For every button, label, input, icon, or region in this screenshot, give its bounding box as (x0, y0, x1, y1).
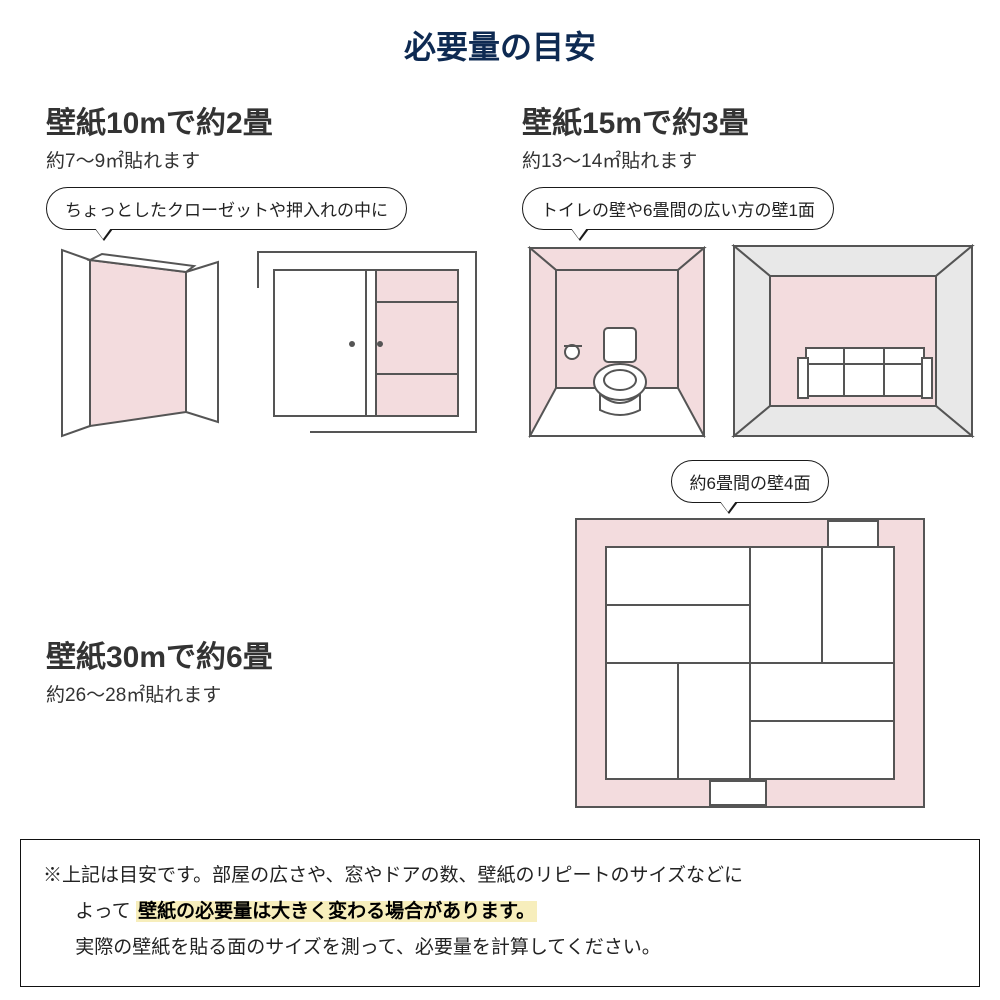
sub-15m: 約13～14㎡貼れます (522, 146, 978, 173)
heading-10m: 壁紙10mで約2畳 (46, 98, 482, 142)
note-line-2a: よって (75, 901, 130, 922)
section-30m: 壁紙30mで約6畳 約26～28㎡貼れます (46, 460, 482, 813)
living-room-icon (728, 240, 978, 440)
note-highlight: 壁紙の必要量は大きく変わる場合があります。 (136, 901, 537, 922)
speech-10m: ちょっとしたクローゼットや押入れの中に (46, 187, 407, 230)
sub-10m: 約7～9㎡貼れます (46, 146, 482, 173)
sliding-closet-icon (252, 240, 482, 440)
note-line-3: 実際の壁紙を貼る面のサイズを測って、必要量を計算してください。 (43, 930, 957, 966)
closet-open-icon (46, 240, 236, 440)
note-line-2: よって 壁紙の必要量は大きく変わる場合があります。 (43, 894, 957, 930)
section-10m: 壁紙10mで約2畳 約7～9㎡貼れます ちょっとしたクローゼットや押入れの中に (46, 98, 482, 440)
content-grid: 壁紙10mで約2畳 約7～9㎡貼れます ちょっとしたクローゼットや押入れの中に (0, 98, 1000, 813)
heading-30m: 壁紙30mで約6畳 (46, 632, 482, 676)
page-title: 必要量の目安 (0, 0, 1000, 98)
note-line-1: ※上記は目安です。部屋の広さや、窓やドアの数、壁紙のリピートのサイズなどに (43, 858, 957, 894)
floorplan-6jo-icon (570, 513, 930, 813)
speech-30m: 約6畳間の壁4面 (671, 460, 830, 503)
sub-30m: 約26～28㎡貼れます (46, 680, 482, 707)
heading-15m: 壁紙15mで約3畳 (522, 98, 978, 142)
toilet-room-icon (522, 240, 712, 440)
note-box: ※上記は目安です。部屋の広さや、窓やドアの数、壁紙のリピートのサイズなどに よっ… (20, 839, 980, 987)
illus-row-10m (46, 240, 482, 440)
section-15m: 壁紙15mで約3畳 約13～14㎡貼れます トイレの壁や6畳間の広い方の壁1面 (522, 98, 978, 440)
speech-15m: トイレの壁や6畳間の広い方の壁1面 (522, 187, 834, 230)
section-30m-illus: 約6畳間の壁4面 (522, 460, 978, 813)
illus-row-15m (522, 240, 978, 440)
